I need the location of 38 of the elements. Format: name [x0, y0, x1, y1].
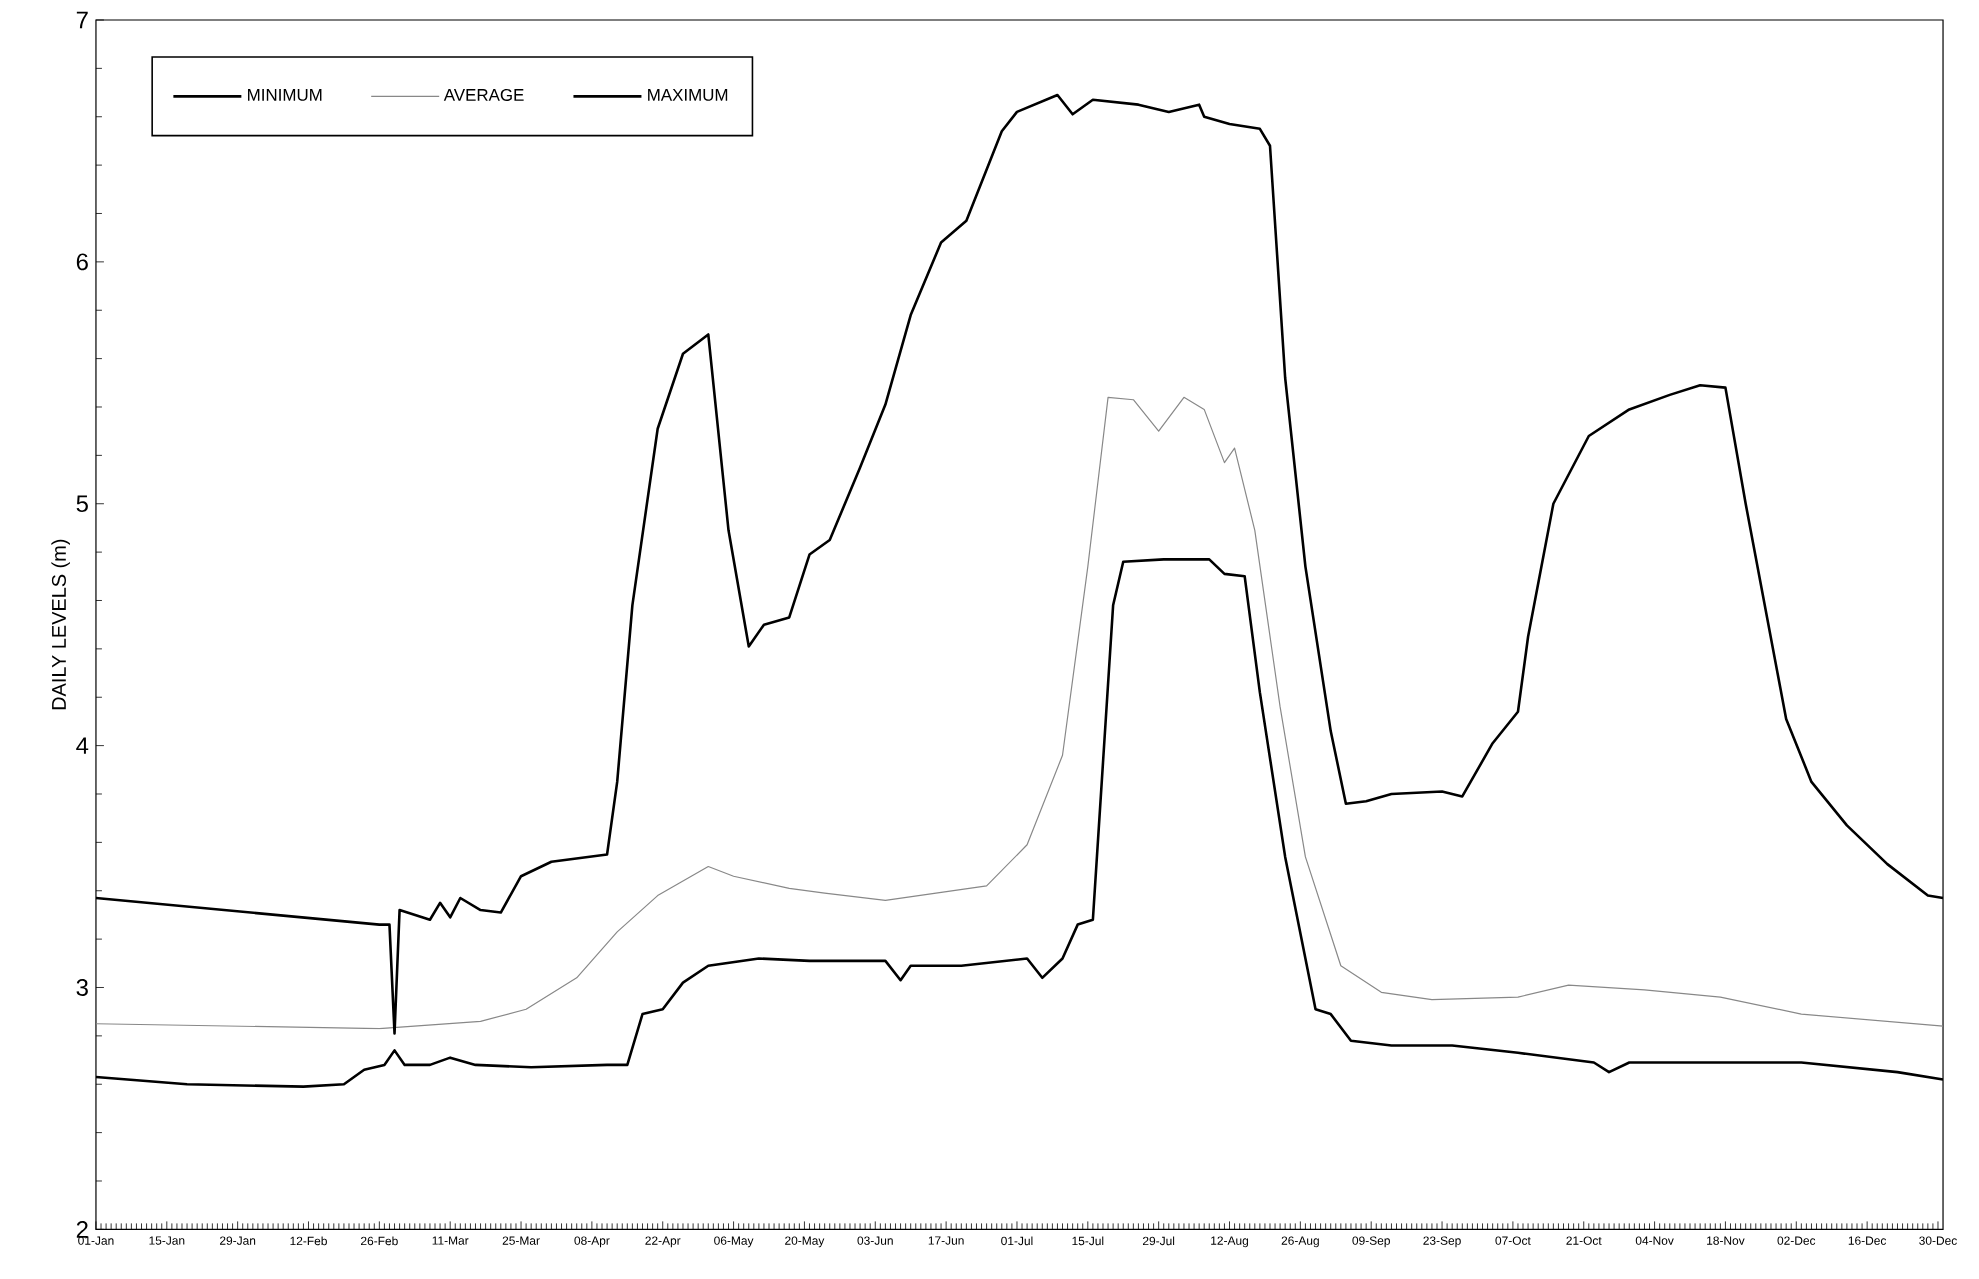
- x-tick-label: 07-Oct: [1495, 1236, 1531, 1245]
- y-axis-title: DAILY LEVELS (m): [51, 539, 70, 710]
- x-tick-label: 11-Mar: [432, 1236, 469, 1245]
- x-tick-label: 22-Apr: [645, 1236, 681, 1248]
- x-tick-label: 12-Feb: [290, 1236, 327, 1246]
- legend-label: AVERAGE: [443, 88, 524, 101]
- x-tick-label: 25-Mar: [502, 1236, 540, 1245]
- x-tick-label: 21-Oct: [1566, 1236, 1602, 1245]
- y-tick-label: 2: [76, 1220, 88, 1238]
- x-tick-label: 26-Aug: [1281, 1236, 1319, 1248]
- x-tick-label: 01-Jan: [78, 1236, 114, 1245]
- x-tick-label: 26-Feb: [361, 1236, 398, 1246]
- x-tick-label: 08-Apr: [574, 1236, 610, 1248]
- y-tick-label: 7: [76, 11, 88, 29]
- x-tick-label: 04-Nov: [1635, 1236, 1674, 1245]
- y-tick-label: 5: [76, 495, 88, 512]
- y-tick-label: 3: [76, 978, 88, 996]
- legend-label: MAXIMUM: [648, 88, 728, 101]
- y-tick-label: 6: [76, 253, 88, 271]
- x-tick-label: 29-Jul: [1142, 1236, 1175, 1246]
- x-tick-label: 29-Jan: [219, 1236, 256, 1245]
- x-tick-label: 15-Jul: [1072, 1236, 1104, 1246]
- x-tick-label: 30-Dec: [1919, 1236, 1957, 1245]
- x-tick-label: 06-May: [714, 1236, 754, 1248]
- x-tick-label: 16-Dec: [1848, 1236, 1887, 1245]
- x-tick-label: 03-Jun: [857, 1236, 893, 1245]
- x-tick-label: 17-Jun: [928, 1236, 964, 1245]
- x-tick-label: 20-May: [785, 1236, 825, 1248]
- legend-label: MINIMUM: [248, 88, 322, 101]
- y-tick-label: 4: [76, 737, 89, 754]
- x-tick-label: 09-Sep: [1352, 1236, 1390, 1248]
- x-tick-label: 01-Jul: [1001, 1236, 1033, 1246]
- x-tick-label: 15-Jan: [149, 1236, 185, 1245]
- line-series: [95, 396, 1944, 1030]
- x-tick-label: 23-Sep: [1423, 1236, 1461, 1248]
- x-tick-label: 18-Nov: [1707, 1236, 1745, 1245]
- x-tick-label: 02-Dec: [1777, 1236, 1816, 1245]
- x-tick-label: 12-Aug: [1211, 1236, 1248, 1248]
